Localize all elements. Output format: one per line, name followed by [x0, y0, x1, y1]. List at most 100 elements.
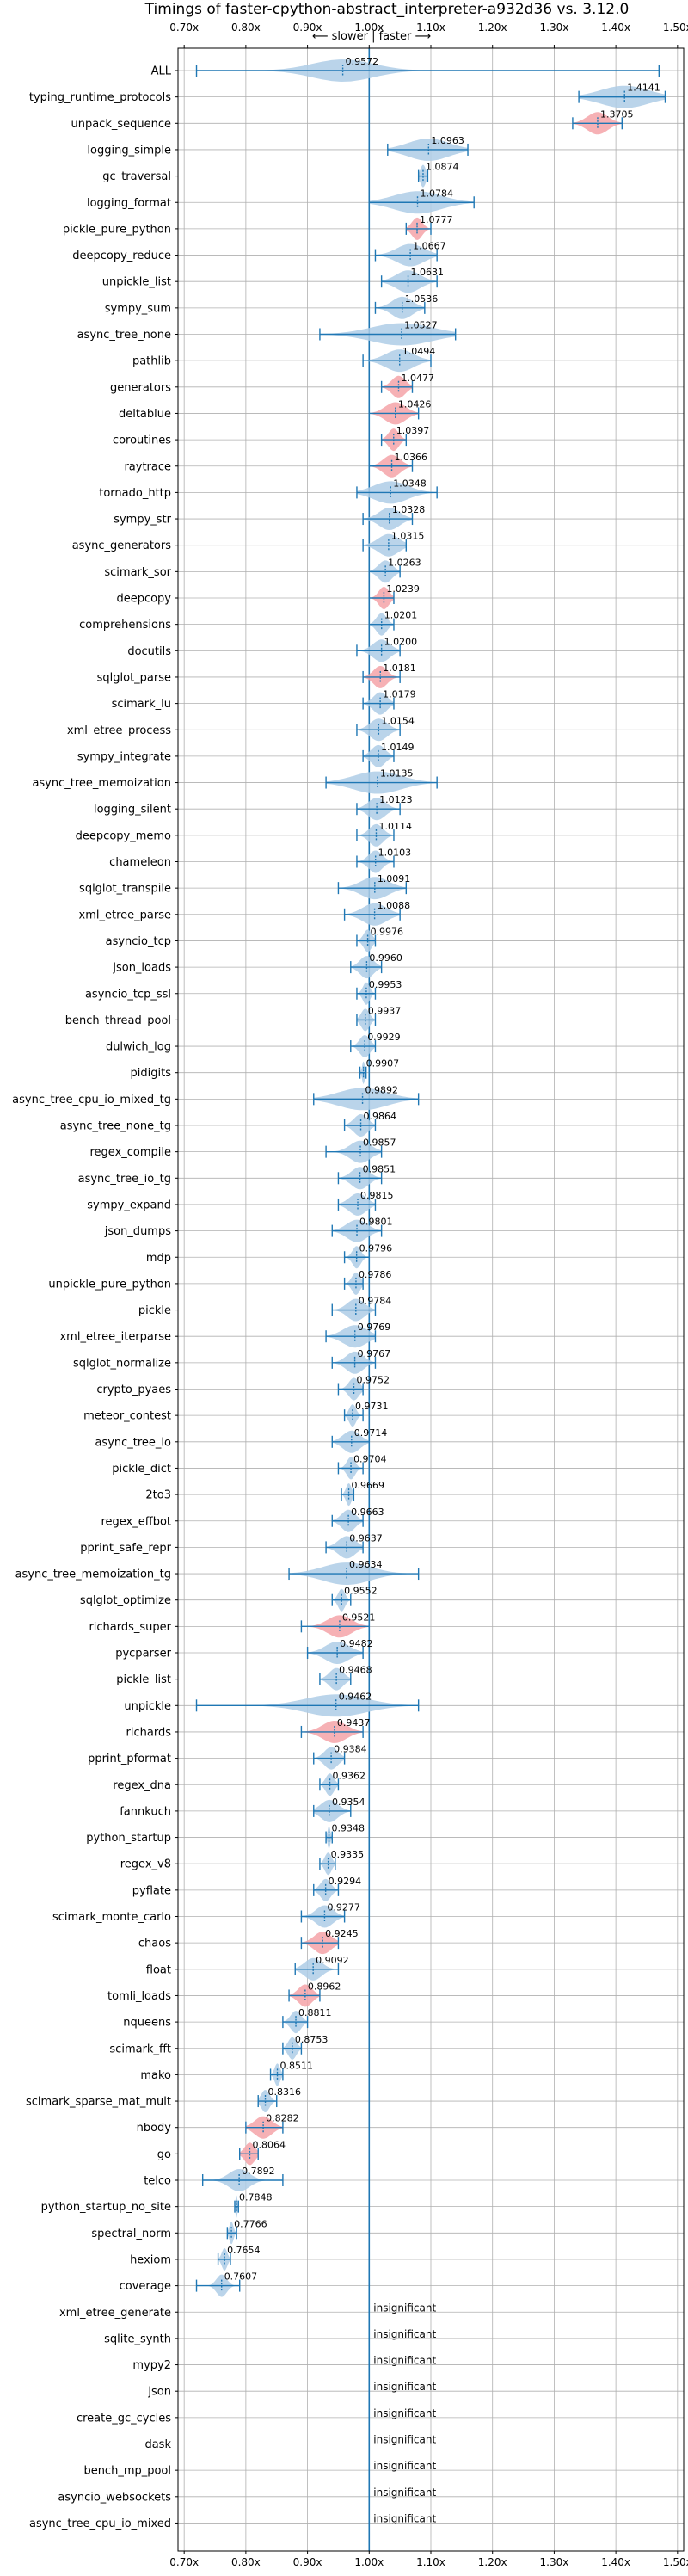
- x-tick-label-top: 1.40x: [601, 22, 630, 34]
- value-label: 0.9552: [344, 1586, 378, 1597]
- category-label: create_gc_cycles: [77, 2412, 171, 2425]
- insignificant-label: insignificant: [373, 2302, 436, 2314]
- category-label: nbody: [137, 2122, 172, 2135]
- category-label: unpickle_pure_python: [48, 1278, 171, 1291]
- category-label: json: [147, 2386, 171, 2399]
- category-label: dulwich_log: [106, 1041, 171, 1054]
- category-label: deepcopy: [116, 593, 171, 606]
- x-tick-label-bottom: 1.20x: [478, 2556, 507, 2568]
- value-label: 0.9462: [339, 1691, 372, 1702]
- value-label: 0.9815: [360, 1190, 394, 1201]
- category-label: logging_silent: [94, 804, 171, 817]
- value-label: 0.9521: [342, 1612, 376, 1623]
- value-label: 1.0181: [383, 662, 416, 674]
- value-label: 0.9767: [358, 1348, 391, 1359]
- category-label: hexiom: [130, 2253, 171, 2266]
- value-label: 0.9892: [366, 1084, 399, 1095]
- category-label: sqlglot_normalize: [73, 1357, 171, 1370]
- category-label: pprint_pformat: [88, 1753, 171, 1766]
- category-label: pathlib: [132, 355, 171, 368]
- value-label: 0.8282: [266, 2113, 299, 2124]
- category-label: comprehensions: [79, 619, 171, 632]
- data-marks: 0.9572 1.4141 1.3705 1.0963 1.0874 1.0784 1.07…: [195, 48, 666, 2551]
- category-label: crypto_pyaes: [96, 1384, 171, 1396]
- value-label: 0.9348: [332, 1823, 366, 1834]
- category-label: coroutines: [113, 434, 171, 447]
- value-label: 0.7654: [227, 2245, 261, 2256]
- value-label: 1.0477: [401, 373, 434, 384]
- value-label: 0.8064: [252, 2139, 286, 2150]
- category-label: ALL: [151, 65, 172, 78]
- insignificant-label: insignificant: [373, 2512, 436, 2524]
- x-tick-label-top: 0.90x: [293, 22, 322, 34]
- category-label: sympy_expand: [87, 1199, 171, 1211]
- x-tick-label-top: 1.50x: [663, 22, 688, 34]
- x-tick-label-top: 1.20x: [478, 22, 507, 34]
- category-label: regex_dna: [113, 1779, 171, 1792]
- category-label: coverage: [120, 2280, 171, 2293]
- value-label: 1.0088: [378, 900, 411, 911]
- value-label: 0.9907: [366, 1058, 400, 1069]
- value-label: 1.0494: [402, 346, 436, 357]
- category-label: xml_etree_iterparse: [59, 1331, 171, 1344]
- x-tick-label-top: 1.30x: [540, 22, 569, 34]
- value-label: 0.9634: [349, 1559, 383, 1570]
- category-label: chameleon: [109, 856, 171, 869]
- x-tick-label-bottom: 1.00x: [354, 2556, 384, 2568]
- value-label: 1.0328: [392, 504, 426, 515]
- value-label: 1.0667: [413, 241, 446, 252]
- category-label: mako: [140, 2069, 171, 2082]
- value-label: 1.0239: [386, 583, 420, 595]
- x-axis-ticks: 0.70x 0.70x 0.80x 0.80x 0.90x 0.90x 1.00x 1.00x…: [169, 22, 688, 2568]
- category-label: async_tree_memoization_tg: [15, 1568, 171, 1581]
- value-label: 0.9851: [363, 1163, 396, 1174]
- category-label: asyncio_tcp: [106, 935, 171, 948]
- category-label: dask: [144, 2438, 171, 2451]
- grid-lines: [178, 48, 684, 2551]
- category-label: float: [146, 1963, 171, 1976]
- x-tick-label-bottom: 1.40x: [601, 2556, 630, 2568]
- value-label: 1.0123: [379, 794, 413, 805]
- category-label: nqueens: [123, 2017, 171, 2030]
- category-label: gc_traversal: [102, 170, 171, 183]
- x-tick-label-bottom: 1.30x: [540, 2556, 569, 2568]
- insignificant-label: insignificant: [373, 2407, 436, 2419]
- category-label: json_dumps: [104, 1225, 171, 1238]
- insignificant-label: insignificant: [373, 2355, 436, 2367]
- chart-title: Timings of faster-cpython-abstract_inter…: [144, 1, 630, 18]
- category-label: generators: [110, 381, 171, 394]
- value-label: 1.0963: [431, 135, 464, 146]
- value-label: 1.0091: [378, 873, 411, 884]
- category-label: raytrace: [124, 460, 171, 473]
- value-label: 1.0874: [426, 162, 458, 173]
- category-label: scimark_lu: [112, 698, 171, 711]
- category-label: pickle_pure_python: [63, 223, 171, 236]
- x-tick-label-bottom: 0.80x: [231, 2556, 261, 2568]
- insignificant-label: insignificant: [373, 2434, 436, 2446]
- category-label: regex_effbot: [101, 1515, 171, 1528]
- value-label: 1.0631: [411, 267, 445, 278]
- value-label: 0.9362: [333, 1770, 366, 1781]
- value-label: 0.9976: [371, 926, 404, 937]
- value-label: 0.8811: [298, 2007, 332, 2018]
- value-label: 0.8316: [268, 2086, 302, 2098]
- category-label: fannkuch: [120, 1805, 171, 1818]
- value-label: 0.9437: [337, 1717, 371, 1729]
- x-tick-label-bottom: 0.70x: [169, 2556, 199, 2568]
- category-label: deepcopy_reduce: [72, 250, 171, 262]
- category-label: sqlglot_optimize: [80, 1594, 171, 1607]
- category-label: python_startup: [86, 1832, 171, 1845]
- category-label: unpack_sequence: [71, 118, 171, 131]
- value-label: 1.0135: [380, 768, 414, 780]
- value-label: 0.9277: [327, 1902, 360, 1914]
- category-label: go: [157, 2148, 171, 2161]
- value-label: 1.0527: [404, 320, 438, 331]
- category-label: richards_super: [89, 1621, 171, 1634]
- category-label: async_tree_memoization: [32, 777, 171, 790]
- value-label: 0.9714: [354, 1427, 388, 1439]
- category-label: logging_simple: [87, 144, 171, 157]
- category-label: asyncio_websockets: [58, 2491, 171, 2504]
- category-label: async_tree_io: [95, 1436, 171, 1449]
- value-label: 0.9669: [352, 1480, 385, 1491]
